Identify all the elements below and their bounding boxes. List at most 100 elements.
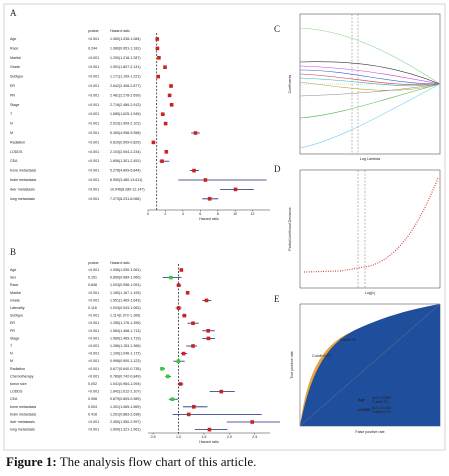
hazard-ratio-text: 1.584(1.468-1.713) <box>110 329 141 333</box>
p-value: <0.001 <box>88 187 99 191</box>
variable-name: PR <box>10 93 15 97</box>
panel-label: D <box>274 164 281 174</box>
variable-name: brain metastasis <box>10 412 36 416</box>
coef-path <box>299 69 441 85</box>
hazard-ratio-text: 1.056(1.050-1.061) <box>110 268 141 272</box>
variable-name: lung metastasis <box>10 428 35 432</box>
hazard-ratio-text: 0.879(0.809-0.989) <box>110 397 141 401</box>
hazard-ratio-text: 2.450(1.950-2.997) <box>110 420 141 424</box>
hazard-ratio-text: 1.609(1.321-1.961) <box>110 428 141 432</box>
hazard-ratio-mark <box>233 187 238 192</box>
p-value: 0.002 <box>88 382 97 386</box>
hazard-ratio-text: 6.590(3.480-13.611) <box>110 178 142 182</box>
hazard-ratio-text: 5.278(4.809-5.844) <box>110 169 141 173</box>
variable-name: LODDS <box>10 390 23 394</box>
hazard-ratio-text: 1.171(1.109-1.221) <box>110 75 141 79</box>
panel-label: E <box>274 294 280 304</box>
variable-name: ER <box>10 84 15 88</box>
hazard-ratio-mark <box>169 84 173 88</box>
variable-name: Subtype <box>10 314 23 318</box>
plot-frame <box>299 169 441 289</box>
diagonal <box>299 303 441 427</box>
variable-name: T <box>10 112 13 116</box>
x-axis-label: Log(λ) <box>365 291 375 295</box>
hazard-ratio-text: 1.003(0.958-1.051) <box>110 283 141 287</box>
p-value: <0.001 <box>88 75 99 79</box>
hazard-ratio-text: 10.046(8.280-12.147) <box>110 187 145 191</box>
p-value: <0.001 <box>88 352 99 356</box>
coef-path <box>299 83 441 149</box>
p-value: <0.001 <box>88 65 99 69</box>
x-tick-label: 2 <box>164 212 166 216</box>
x-axis-label: Hazard ratio <box>199 217 219 221</box>
p-value: 0.244 <box>88 46 97 50</box>
variable-name: brain metastasis <box>10 178 36 182</box>
variable-name: Chemotherapy <box>10 374 34 378</box>
hazard-ratio-mark <box>163 121 168 126</box>
p-value: 0.004 <box>88 405 97 409</box>
coef-path <box>299 81 441 91</box>
x-axis-label: False positive rate <box>355 430 384 434</box>
hazard-ratio-text: 2.642(2.408-2.877) <box>110 84 141 88</box>
hazard-ratio-mark <box>176 283 181 287</box>
column-header: Hazard ratio <box>110 29 130 33</box>
hazard-ratio-text: 1.041(0.984-1.094) <box>110 382 141 386</box>
hazard-ratio-mark <box>178 382 183 386</box>
hazard-ratio-mark <box>160 367 164 371</box>
coef-path <box>299 61 441 85</box>
x-tick-label: 0.5 <box>151 435 156 439</box>
cv-panel: Log(λ) Partial Likelihood Deviance <box>288 169 441 295</box>
hazard-ratio-mark <box>185 291 190 295</box>
hazard-ratio-mark <box>160 112 165 116</box>
hazard-ratio-text: 2.103(2.004-2.234) <box>110 150 141 154</box>
variable-name: Race <box>10 46 18 50</box>
hazard-ratio-text: 7.073(6.231-8.066) <box>110 197 141 201</box>
hazard-ratio-mark <box>155 37 160 41</box>
p-value: <0.001 <box>88 390 99 394</box>
variable-name: Subtype <box>10 75 23 79</box>
coef-path <box>299 83 441 97</box>
variable-name: Laterality <box>10 306 25 310</box>
x-tick-label: 2.0 <box>227 435 232 439</box>
p-value: <0.001 <box>88 84 99 88</box>
legend-name: Age <box>358 398 365 402</box>
p-value: 0.418 <box>88 412 97 416</box>
x-tick-label: 1.5 <box>201 435 206 439</box>
caption-text: The analysis flow chart of this article. <box>60 454 257 469</box>
hazard-ratio-mark <box>169 275 173 280</box>
variable-name: Marital <box>10 291 21 295</box>
lasso-panel: Log Lambda Coefficients <box>288 13 441 161</box>
hazard-ratio-text: 0.850(0.689-1.060) <box>110 276 141 280</box>
variable-name: Age <box>10 37 16 41</box>
variable-name: liver metastasis <box>10 187 35 191</box>
p-value: <0.001 <box>88 93 99 97</box>
cutoff-label: Cutoff=75 <box>340 338 356 342</box>
hazard-ratio-text: 1.606(1.301-2.451) <box>110 159 141 163</box>
hazard-ratio-mark <box>155 46 160 51</box>
variable-name: lung metastasis <box>10 197 35 201</box>
p-value: <0.001 <box>88 131 99 135</box>
hazard-ratio-mark <box>163 65 167 69</box>
hazard-ratio-text: 0.677(0.640-0.735) <box>110 367 141 371</box>
variable-name: Stage <box>10 336 19 340</box>
x-axis-label: Hazard ratio <box>199 440 219 444</box>
p-value: 0.118 <box>88 306 97 310</box>
forest-plot: pvalue Hazard ratio Age <0.001 1.060(1.038-1… <box>10 29 270 221</box>
column-header: pvalue <box>88 29 99 33</box>
legend-auc: AUC=0.859 <box>372 396 391 400</box>
hazard-ratio-mark <box>169 103 174 107</box>
hazard-ratio-mark <box>157 56 161 60</box>
p-value: <0.001 <box>88 298 99 302</box>
caption-label: Figure 1: <box>6 454 57 469</box>
variable-name: bone metastasis <box>10 405 36 409</box>
hazard-ratio-text: 0.789(0.742-0.849) <box>110 374 141 378</box>
x-tick-label: 8 <box>217 212 219 216</box>
x-axis-label: Log Lambda <box>360 157 380 161</box>
hazard-ratio-text: 0.998(0.900-1.123) <box>110 359 141 363</box>
p-value: <0.001 <box>88 103 99 107</box>
hazard-ratio-mark <box>250 420 255 424</box>
hazard-ratio-text: 2.716(2.489-2.913) <box>110 103 141 107</box>
deviance-curve <box>303 177 439 273</box>
hazard-ratio-text: 1.180(1.167-1.193) <box>110 291 141 295</box>
